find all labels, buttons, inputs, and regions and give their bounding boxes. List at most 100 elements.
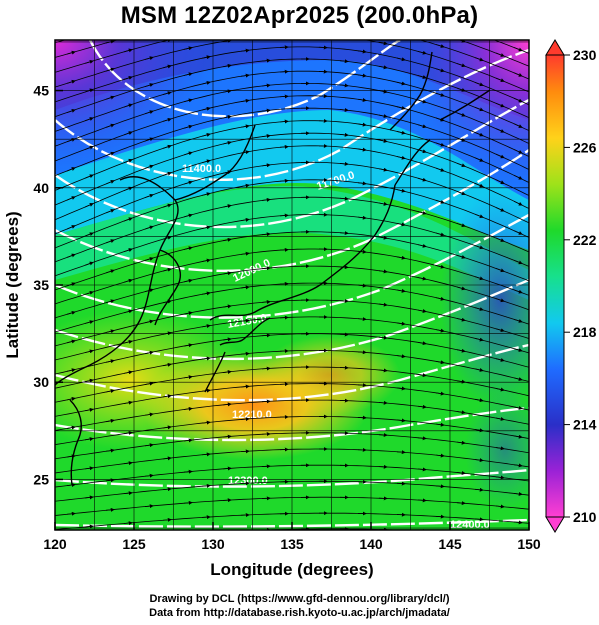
wind-arrow <box>222 466 232 471</box>
wind-arrow <box>496 28 504 31</box>
wind-arrow <box>396 188 406 193</box>
wind-arrow <box>123 217 133 222</box>
colorbar-tick-label: 214 <box>573 417 597 433</box>
wind-arrow <box>261 197 271 202</box>
wind-arrow <box>84 232 94 237</box>
wind-arrow <box>105 478 115 483</box>
wind-arrow <box>340 37 348 38</box>
wind-arrow <box>396 450 406 455</box>
wind-arrow <box>396 105 406 110</box>
wind-arrow <box>418 27 426 29</box>
wind-arrow <box>435 422 445 427</box>
wind-arrow <box>279 178 289 183</box>
wind-arrow <box>474 106 484 112</box>
wind-arrow <box>496 535 504 536</box>
wind-arrow <box>417 436 427 441</box>
wind-arrow <box>279 94 289 99</box>
wind-arrow <box>396 418 406 423</box>
wind-arrow <box>105 359 115 364</box>
wind-arrow <box>474 157 484 162</box>
wind-arrow <box>123 309 133 314</box>
wind-arrow <box>124 553 132 554</box>
wind-arrow <box>162 487 172 492</box>
wind-arrow <box>474 368 484 372</box>
wind-arrow <box>84 407 94 412</box>
wind-arrow <box>106 13 114 15</box>
wind-arrow <box>67 542 75 543</box>
wind-arrow <box>261 333 271 338</box>
wind-arrow <box>84 349 94 354</box>
streamline <box>55 58 529 119</box>
wind-arrow <box>201 420 211 425</box>
wind-arrow <box>84 495 94 500</box>
wind-arrow <box>84 117 94 122</box>
contour-label-11400: 11400.0 <box>182 163 221 175</box>
wind-arrow <box>240 251 250 256</box>
wind-arrow <box>66 196 76 201</box>
streamline <box>55 399 529 431</box>
wind-arrow <box>417 75 427 79</box>
contour-label-12300: 12300.0 <box>228 475 268 487</box>
wind-arrow <box>201 324 211 329</box>
wind-arrow <box>240 417 250 422</box>
wind-arrow <box>436 20 444 22</box>
wind-arrow <box>105 67 115 72</box>
wind-arrow <box>456 190 466 196</box>
wind-arrow <box>417 210 427 215</box>
wind-arrow <box>84 466 94 471</box>
credit-data-source: Data from http://database.rish.kyoto-u.a… <box>149 607 450 619</box>
wind-arrow <box>417 124 427 129</box>
streamline <box>55 107 529 177</box>
wind-arrow <box>262 12 270 13</box>
streamline <box>55 333 529 375</box>
wind-arrow <box>417 467 427 472</box>
wind-arrow <box>183 180 193 185</box>
wind-arrow <box>105 180 115 185</box>
wind-arrow <box>279 144 289 149</box>
wind-arrow <box>123 248 133 253</box>
wind-arrow <box>222 140 232 145</box>
wind-arrow <box>495 268 505 273</box>
wind-arrow <box>378 138 388 143</box>
wind-arrow <box>201 80 211 85</box>
wind-arrow <box>474 57 484 62</box>
wind-arrow <box>261 366 271 371</box>
wind-arrow <box>123 278 133 283</box>
wind-arrow <box>183 72 193 77</box>
wind-arrow <box>85 32 93 34</box>
wind-arrow <box>123 491 133 496</box>
wind-arrow <box>184 534 192 535</box>
wind-arrow <box>66 282 76 287</box>
wind-arrow <box>513 47 523 52</box>
wind-arrow <box>123 48 133 53</box>
wind-arrow <box>105 123 115 128</box>
colorbar-tick-label: 226 <box>573 139 597 155</box>
wind-arrow <box>240 98 250 103</box>
wind-arrow <box>435 92 445 97</box>
wind-arrow <box>162 64 172 69</box>
wind-arrow <box>162 394 172 399</box>
wind-arrow <box>339 59 349 64</box>
wind-arrow <box>396 288 406 293</box>
wind-arrow <box>378 433 388 437</box>
wind-arrow <box>357 73 367 78</box>
x-tick-label: 130 <box>201 536 225 552</box>
wind-arrow <box>513 377 523 381</box>
wind-arrow <box>241 1 249 2</box>
wind-arrow <box>144 257 154 261</box>
wind-arrow <box>162 235 172 240</box>
wind-arrow <box>162 203 172 208</box>
x-tick-label: 145 <box>438 536 462 552</box>
wind-arrow <box>435 484 445 489</box>
wind-arrow <box>417 373 427 378</box>
wind-arrow <box>417 341 427 346</box>
wind-arrow <box>417 243 427 248</box>
wind-arrow <box>357 49 367 54</box>
wind-arrow <box>144 83 154 87</box>
wind-arrow <box>144 164 154 169</box>
wind-arrow <box>123 521 133 526</box>
wind-arrow <box>240 73 250 78</box>
wind-arrow <box>396 354 406 359</box>
wind-arrow <box>358 4 366 5</box>
wind-arrow <box>513 491 523 496</box>
